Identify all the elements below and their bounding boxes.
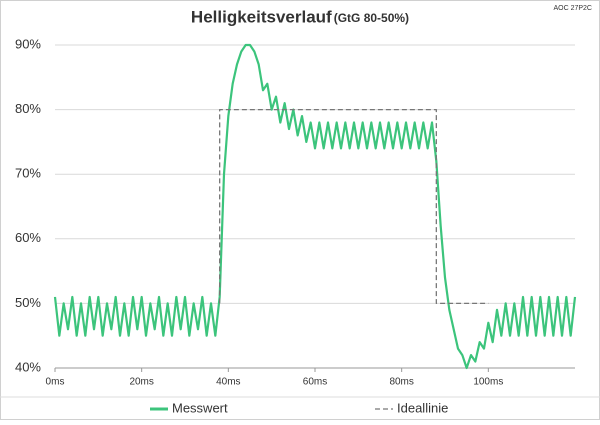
y-tick-label: 70% (15, 166, 41, 181)
y-tick-label: 50% (15, 295, 41, 310)
x-tick-label: 100ms (473, 377, 503, 388)
chart-subtitle: (GtG 80-50%) (334, 11, 409, 25)
chart-title: Helligkeitsverlauf (191, 7, 332, 26)
ideal-line (219, 108, 489, 305)
y-tick-label: 40% (15, 359, 41, 374)
y-tick-label: 90% (15, 36, 41, 51)
x-tick-label: 20ms (129, 377, 153, 388)
x-tick-label: 60ms (303, 377, 327, 388)
x-tick-label: 80ms (389, 377, 413, 388)
x-tick-label: 40ms (216, 377, 240, 388)
note: AOC 27P2C (553, 5, 592, 12)
y-tick-label: 60% (15, 230, 41, 245)
legend-label: Messwert (172, 400, 228, 415)
measure-line (53, 43, 577, 370)
x-tick-label: 0ms (46, 377, 65, 388)
y-tick-label: 80% (15, 101, 41, 116)
legend-label: Ideallinie (397, 400, 448, 415)
